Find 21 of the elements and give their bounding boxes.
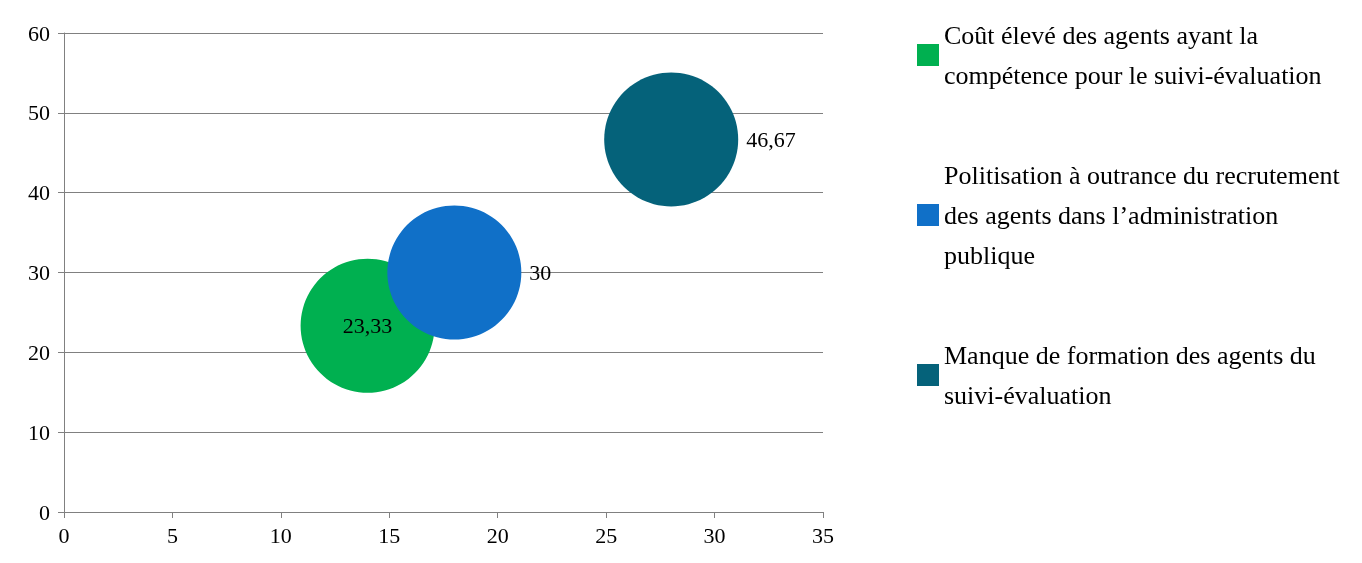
y-tick-label: 30: [28, 260, 50, 285]
y-tick-label: 50: [28, 100, 50, 126]
x-tick-label: 25: [595, 522, 618, 548]
y-tick-label: 10: [28, 419, 50, 445]
x-tick-label: 5: [166, 522, 178, 548]
x-tick-label: 30: [703, 522, 726, 548]
x-tick-label: 20: [486, 522, 509, 548]
y-tick-label: 20: [28, 339, 50, 365]
y-tick-label: 60: [28, 20, 50, 46]
y-tick-label: 0: [39, 499, 50, 525]
data-label: 30: [529, 260, 552, 285]
x-tick-label: 35: [812, 522, 834, 548]
x-tick-label: 0: [58, 522, 70, 548]
legend-label: Politisation à outrance du recrutement des agents dans l’administration publique: [944, 160, 1347, 270]
x-tick-label: 10: [269, 522, 292, 548]
data-label: 46,67: [746, 126, 796, 152]
legend-label: Manque de formation des agents du suivi-évaluation: [944, 340, 1323, 410]
legend-label: Coût élevé des agents ayant la compétence pour le suivi-évaluation: [944, 20, 1322, 90]
data-label: 23,33: [342, 313, 393, 339]
y-tick-label: 40: [28, 180, 50, 206]
x-tick-label: 15: [378, 522, 401, 548]
